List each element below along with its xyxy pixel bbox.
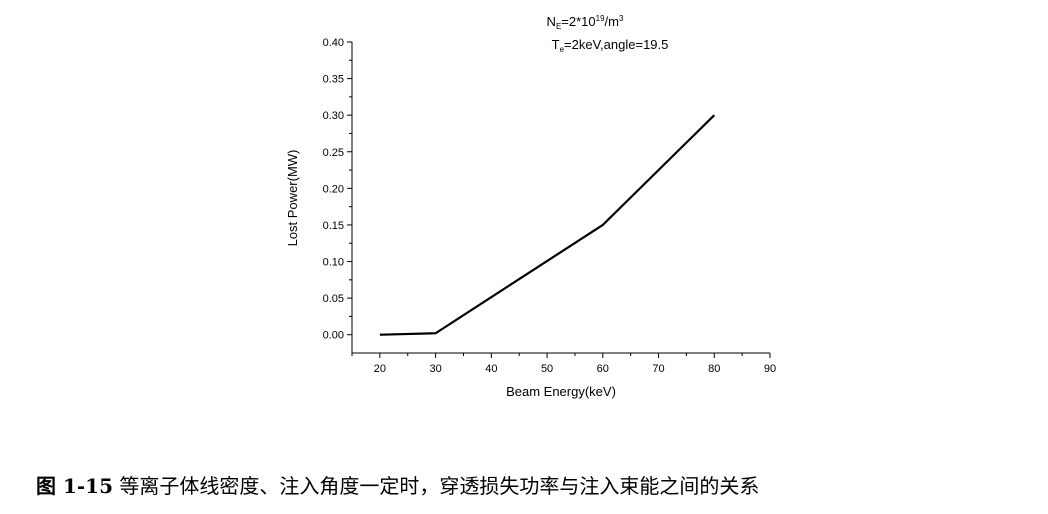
x-axis-title: Beam Energy(keV) bbox=[506, 384, 616, 399]
y-axis-title: Lost Power(MW) bbox=[285, 150, 300, 247]
y-tick-label: 0.00 bbox=[323, 330, 344, 342]
series-line-0 bbox=[379, 114, 716, 336]
figure-caption: 图 1-15 等离子体线密度、注入角度一定时，穿透损失功率与注入束能之间的关系 bbox=[36, 470, 1036, 499]
figure-caption-text: 等离子体线密度、注入角度一定时，穿透损失功率与注入束能之间的关系 bbox=[119, 474, 760, 498]
y-ticks: 0.00 0.05 0.10 0.15 0.20 0.25 0.30 0.35 0.40 bbox=[323, 37, 352, 342]
y-tick-label: 0.15 bbox=[323, 220, 344, 232]
y-tick-label: 0.30 bbox=[323, 110, 344, 122]
series-layer bbox=[379, 114, 716, 336]
x-tick-label: 30 bbox=[429, 363, 441, 375]
y-tick-label: 0.10 bbox=[323, 257, 344, 269]
x-tick-label: 70 bbox=[652, 363, 664, 375]
x-tick-label: 90 bbox=[764, 363, 776, 375]
x-tick-label: 20 bbox=[374, 363, 386, 375]
y-tick-label: 0.05 bbox=[323, 293, 344, 305]
y-tick-label: 0.35 bbox=[323, 74, 344, 86]
line-chart: 0.00 0.05 0.10 0.15 0.20 0.25 0.30 0.35 0.40 20 3… bbox=[285, 14, 776, 399]
figure-label: 图 1-15 bbox=[36, 474, 114, 498]
x-tick-label: 60 bbox=[597, 363, 609, 375]
x-tick-label: 40 bbox=[485, 363, 497, 375]
y-tick-label: 0.20 bbox=[323, 183, 344, 195]
annotation-temperature: Te=2keV,angle=19.5 bbox=[552, 37, 669, 54]
annotation-density: NE=2*1019/m3 bbox=[547, 14, 624, 31]
x-ticks: 20 30 40 50 60 70 80 90 bbox=[351, 353, 776, 375]
x-tick-label: 50 bbox=[541, 363, 553, 375]
y-tick-label: 0.25 bbox=[323, 147, 344, 159]
x-tick-label: 80 bbox=[708, 363, 720, 375]
y-tick-label: 0.40 bbox=[323, 37, 344, 49]
